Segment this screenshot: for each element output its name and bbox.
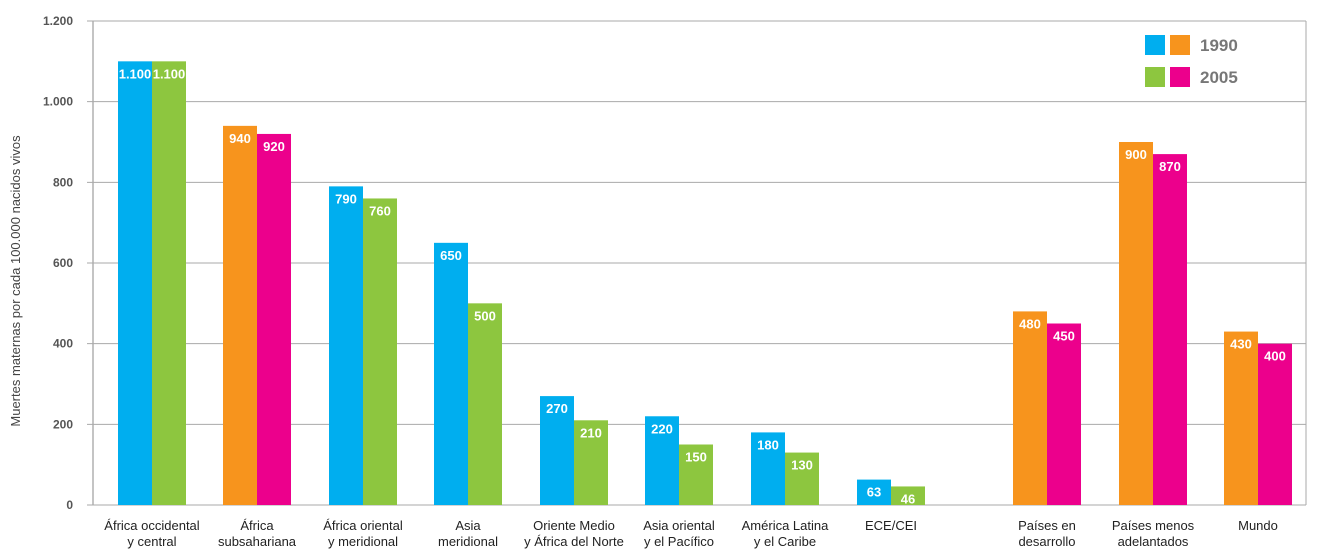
- data-label-1990: 790: [335, 191, 357, 206]
- bar-1990: [329, 186, 363, 505]
- legend-swatch-2005: [1145, 67, 1165, 87]
- data-label-2005: 400: [1264, 349, 1286, 364]
- bar-1990: [1119, 142, 1153, 505]
- category-label: y meridional: [328, 534, 398, 549]
- bar-1990: [1224, 331, 1258, 505]
- data-label-1990: 430: [1230, 337, 1252, 352]
- data-label-1990: 63: [867, 485, 881, 500]
- data-label-1990: 900: [1125, 147, 1147, 162]
- legend-label-1990: 1990: [1200, 36, 1238, 55]
- category-label: ECE/CEI: [865, 518, 917, 533]
- category-label: adelantados: [1118, 534, 1189, 549]
- data-label-2005: 130: [791, 458, 813, 473]
- bar-1990: [751, 432, 785, 505]
- data-label-2005: 500: [474, 308, 496, 323]
- legend-swatch-1990: [1170, 35, 1190, 55]
- bar-2005: [257, 133, 291, 505]
- category-label: y el Pacífico: [644, 534, 714, 549]
- category-label: América Latina: [742, 518, 829, 533]
- bar-1990: [645, 416, 679, 505]
- legend-swatch-2005: [1170, 67, 1190, 87]
- legend-swatch-1990: [1145, 35, 1165, 55]
- bar-2005: [468, 303, 502, 505]
- bar-1990: [857, 479, 891, 505]
- category-label: África oriental: [323, 518, 403, 533]
- category-label: Oriente Medio: [533, 518, 615, 533]
- category-label: y el Caribe: [754, 534, 816, 549]
- legend-label-2005: 2005: [1200, 68, 1238, 87]
- y-tick-label: 800: [53, 175, 73, 189]
- y-axis-label: Muertes maternas por cada 100.000 nacido…: [8, 135, 23, 427]
- category-label: África: [240, 518, 274, 533]
- category-label: Asia: [455, 518, 481, 533]
- data-label-1990: 180: [757, 437, 779, 452]
- bars: 1.100 1.100 940 920 790 760 650 500 270 210 220 150…: [118, 61, 1292, 506]
- data-label-2005: 920: [263, 139, 285, 154]
- y-tick-label: 400: [53, 337, 73, 351]
- data-label-1990: 940: [229, 131, 251, 146]
- bar-2005: [1153, 154, 1187, 505]
- data-label-1990: 270: [546, 401, 568, 416]
- data-label-2005: 210: [580, 425, 602, 440]
- y-tick-label: 1.000: [43, 95, 73, 109]
- category-label: Mundo: [1238, 518, 1278, 533]
- bar-2005: [785, 452, 819, 505]
- category-label: Asia oriental: [643, 518, 715, 533]
- category-label: Países en: [1018, 518, 1076, 533]
- category-label: meridional: [438, 534, 498, 549]
- bar-2005: [1258, 343, 1292, 505]
- data-label-1990: 480: [1019, 316, 1041, 331]
- bar-2005: [679, 444, 713, 505]
- category-label: África occidental: [104, 518, 199, 533]
- y-tick-label: 600: [53, 256, 73, 270]
- y-tick-label: 1.200: [43, 14, 73, 28]
- data-label-2005: 760: [369, 203, 391, 218]
- bar-1990: [1013, 311, 1047, 505]
- category-label: Países menos: [1112, 518, 1195, 533]
- data-label-1990: 650: [440, 248, 462, 263]
- data-label-2005: 150: [685, 450, 707, 465]
- data-label-2005: 870: [1159, 159, 1181, 174]
- data-label-2005: 46: [901, 491, 915, 506]
- bar-2005: [574, 420, 608, 505]
- bar-1990: [223, 125, 257, 505]
- data-label-2005: 1.100: [153, 66, 186, 81]
- bar-2005: [152, 61, 186, 505]
- category-label: desarrollo: [1018, 534, 1075, 549]
- data-label-2005: 450: [1053, 329, 1075, 344]
- category-label: y África del Norte: [524, 534, 624, 549]
- bar-1990: [540, 396, 574, 505]
- legend: 1990 2005: [1145, 35, 1238, 87]
- bar-2005: [1047, 323, 1081, 505]
- y-tick-label: 200: [53, 417, 73, 431]
- category-label: y central: [127, 534, 176, 549]
- category-label: subsahariana: [218, 534, 297, 549]
- data-label-1990: 220: [651, 421, 673, 436]
- bar-1990: [434, 242, 468, 506]
- bar-2005: [363, 198, 397, 505]
- data-label-1990: 1.100: [119, 66, 152, 81]
- bar-2005: [891, 486, 925, 505]
- y-tick-label: 0: [66, 498, 73, 512]
- bar-1990: [118, 61, 152, 505]
